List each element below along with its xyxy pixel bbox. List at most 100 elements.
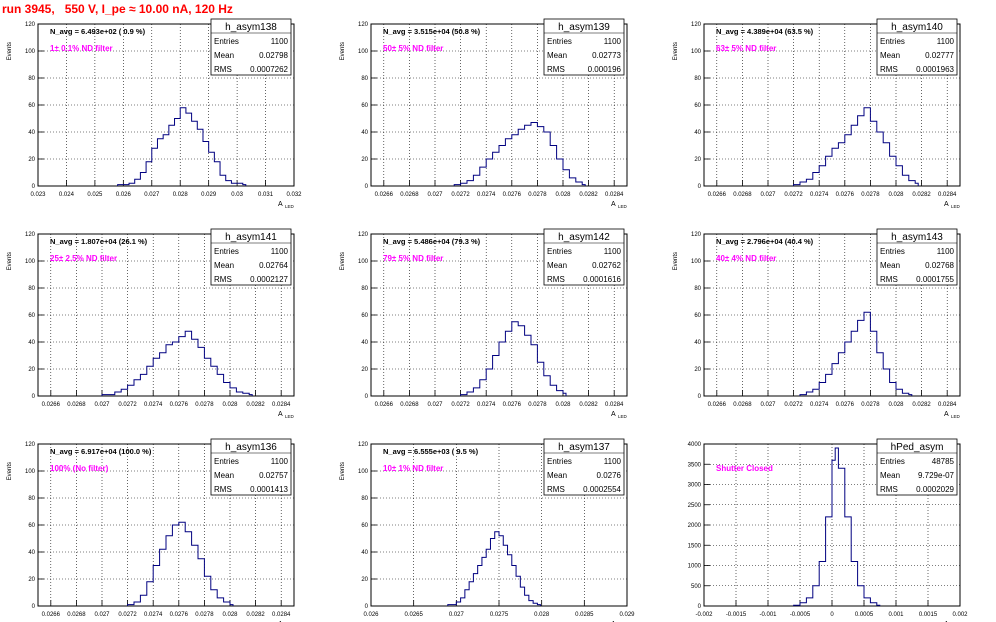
y-tick-label: 100 (691, 259, 702, 265)
y-tick-label: 20 (28, 367, 35, 373)
filter-label: 79± 5% ND filter (383, 254, 443, 263)
y-tick-label: 0 (32, 604, 36, 610)
x-axis-label-subscript: LED (285, 414, 295, 419)
y-tick-label: 100 (25, 49, 36, 55)
y-tick-label: 2000 (688, 523, 702, 529)
y-tick-label: 120 (25, 22, 36, 28)
stats-key: Mean (547, 51, 567, 60)
y-tick-label: 40 (361, 340, 368, 346)
y-tick-label: 0 (32, 394, 36, 400)
histogram-name: h_asym136 (225, 442, 277, 453)
x-tick-label: 0.027 (94, 612, 110, 618)
x-tick-label: 0.031 (258, 192, 274, 198)
y-tick-label: 120 (358, 232, 369, 238)
y-axis-label: Events (673, 252, 679, 270)
y-tick-label: 100 (691, 49, 702, 55)
histogram-panel-hPed_asym: -0.002 -0.0015 -0.001 -0.0005 0 0.0005 0.001 0.… (688, 438, 968, 622)
stats-key: Entries (880, 247, 905, 256)
x-tick-label: 0.0274 (477, 402, 496, 408)
stats-value: 0.02773 (592, 51, 621, 60)
x-tick-label: 0.0266 (375, 192, 394, 198)
stats-value: 1100 (604, 457, 622, 466)
y-tick-label: 40 (28, 550, 35, 556)
stats-key: RMS (214, 275, 232, 284)
x-tick-label: 0.0284 (272, 612, 291, 618)
stats-key: Mean (214, 261, 234, 270)
stats-box (210, 438, 292, 496)
histogram-line (447, 531, 541, 606)
x-tick-label: 0.0272 (784, 402, 803, 408)
histogram-line (127, 521, 234, 606)
x-tick-label: 0.0265 (404, 612, 423, 618)
y-tick-label: 20 (28, 577, 35, 583)
x-tick-label: 0.0276 (170, 612, 189, 618)
x-tick-label: 0.0266 (42, 612, 61, 618)
x-tick-label: 0.0282 (246, 402, 265, 408)
filter-label: 25± 2.5% ND filter (50, 254, 117, 263)
filter-label: 100% (No filter) (50, 464, 109, 473)
y-tick-label: 60 (361, 523, 368, 529)
y-tick-label: 1000 (688, 564, 702, 570)
x-tick-label: 0.0266 (42, 402, 61, 408)
y-tick-label: 120 (25, 442, 36, 448)
stats-key: RMS (547, 275, 565, 284)
filter-label: 40± 4% ND filter (716, 254, 776, 263)
x-tick-label: 0.028 (222, 612, 238, 618)
x-tick-label: -0.002 (695, 612, 713, 618)
histogram-panel-h_asym138: 0.023 0.024 0.025 0.026 0.027 0.028 0.029 0.03 0… (7, 18, 302, 209)
histogram-panel-h_asym137: 0.026 0.0265 0.027 0.0275 0.028 0.0285 0.029 0 2… (340, 438, 635, 622)
y-axis-label: Events (7, 462, 13, 480)
stats-key: RMS (547, 485, 565, 494)
navg-label: N_avg = 6.917e+04 (100.0 %) (50, 447, 152, 456)
x-tick-label: 0.0272 (118, 402, 137, 408)
navg-label: N_avg = 2.796e+04 (40.4 %) (716, 237, 814, 246)
stats-value: 0.0007262 (250, 65, 288, 74)
stats-key: Entries (880, 37, 905, 46)
stats-key: Entries (547, 457, 572, 466)
y-tick-label: 60 (28, 313, 35, 319)
x-tick-label: 0.028 (888, 402, 904, 408)
y-tick-label: 40 (361, 130, 368, 136)
navg-label: N_avg = 6.555e+03 ( 9.5 %) (383, 447, 479, 456)
x-tick-label: 0.0282 (579, 402, 598, 408)
y-tick-label: 0 (365, 394, 369, 400)
stats-key: Mean (214, 51, 234, 60)
stats-value: 0.0002029 (916, 485, 954, 494)
y-tick-label: 3000 (688, 483, 702, 489)
x-tick-label: 0.0282 (246, 612, 265, 618)
x-tick-label: 0.0272 (118, 612, 137, 618)
stats-key: Mean (214, 471, 234, 480)
histogram-name: h_asym138 (225, 22, 277, 33)
stats-key: RMS (880, 275, 898, 284)
x-tick-label: 0.0272 (451, 402, 470, 408)
x-tick-label: 0.023 (30, 192, 46, 198)
stats-value: 1100 (604, 247, 622, 256)
histogram-name: h_asym141 (225, 232, 277, 243)
x-tick-label: -0.001 (759, 612, 777, 618)
y-tick-label: 40 (28, 340, 35, 346)
x-tick-label: 0.0274 (144, 402, 163, 408)
histogram-name: h_asym143 (891, 232, 943, 243)
x-tick-label: 0.0275 (490, 612, 509, 618)
x-axis-label: A (611, 201, 616, 208)
x-tick-label: 0.027 (760, 402, 776, 408)
x-tick-label: 0.028 (534, 612, 550, 618)
stats-value: 0.0002127 (250, 275, 288, 284)
y-axis-label: Events (7, 252, 13, 270)
x-tick-label: 0.0268 (733, 192, 752, 198)
stats-key: RMS (880, 65, 898, 74)
navg-label: N_avg = 5.486e+04 (79.3 %) (383, 237, 481, 246)
x-axis-label: A (944, 411, 949, 418)
histogram-line (101, 330, 253, 396)
y-tick-label: 1500 (688, 543, 702, 549)
x-tick-label: 0.0268 (67, 402, 86, 408)
x-tick-label: 0.025 (87, 192, 103, 198)
x-tick-label: 0.0278 (861, 402, 880, 408)
x-tick-label: 0.027 (144, 192, 160, 198)
x-tick-label: 0.0005 (855, 612, 874, 618)
stats-key: RMS (214, 485, 232, 494)
stats-key: Mean (547, 471, 567, 480)
x-tick-label: 0.0274 (144, 612, 163, 618)
y-tick-label: 120 (358, 22, 369, 28)
